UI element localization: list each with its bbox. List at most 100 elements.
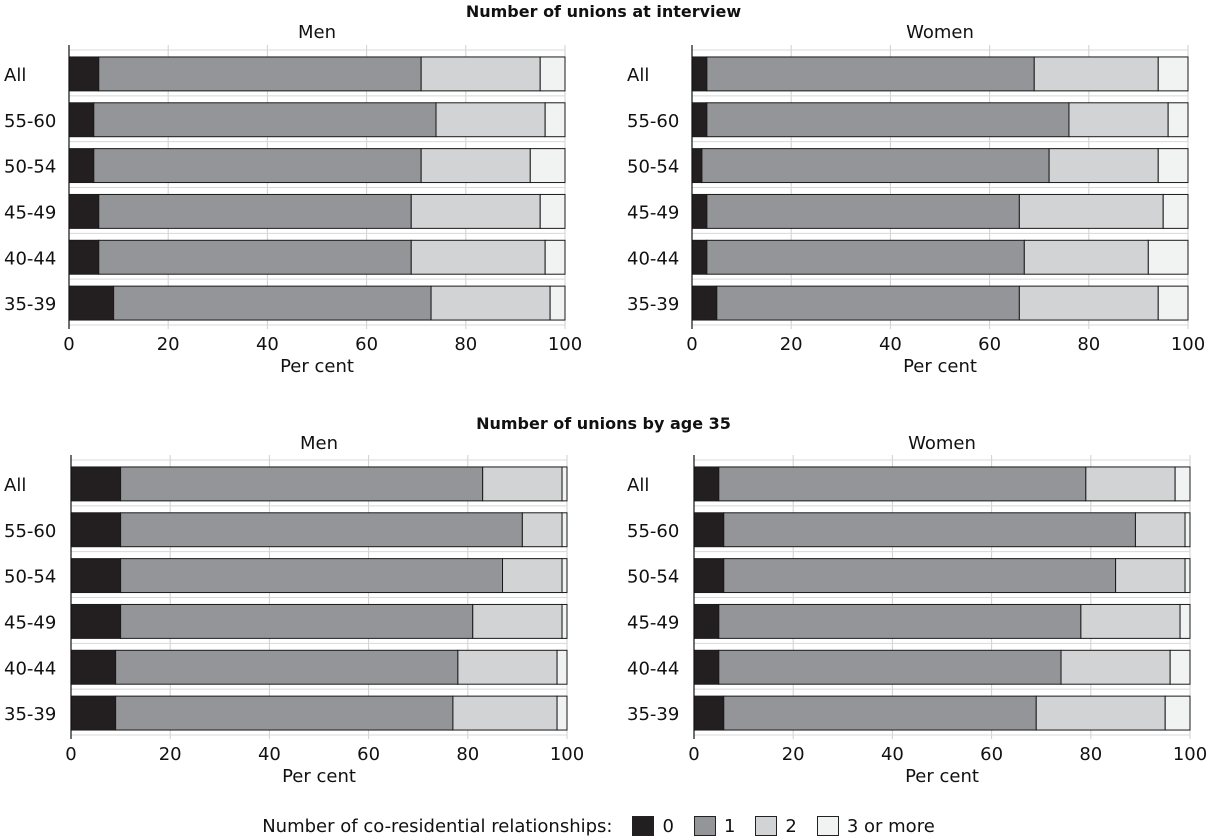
tick-label-interview-men-0: 0 xyxy=(63,334,74,355)
bar-interview-men-40-44-series-2 xyxy=(410,239,546,275)
bar-age35-women-40-44-series-2 xyxy=(1060,649,1171,685)
section-title-age35: Number of unions by age 35 xyxy=(476,414,731,433)
bar-age35-women-35-39-series-1 xyxy=(723,695,1037,731)
category-label-interview-women-55-60: 55-60 xyxy=(627,111,679,132)
bar-interview-women-35-39-series-1 xyxy=(716,285,1020,321)
tick-label-interview-women-100: 100 xyxy=(1171,334,1205,355)
tick-label-interview-women-20: 20 xyxy=(780,334,803,355)
bar-interview-women-50-54-series-3-or-more xyxy=(1157,148,1189,184)
bar-age35-women-40-44-series-0 xyxy=(693,649,720,685)
tick-label-interview-men-60: 60 xyxy=(355,334,378,355)
category-label-interview-women-50-54: 50-54 xyxy=(627,157,679,178)
bar-interview-men-45-49-series-1 xyxy=(98,193,412,229)
legend-label-3: 3 or more xyxy=(846,815,935,837)
bar-interview-women-55-60-series-3-or-more xyxy=(1167,102,1189,138)
category-label-age35-men-45-49: 45-49 xyxy=(4,612,56,633)
tick-label-age35-women-60: 60 xyxy=(980,744,1003,765)
bar-age35-women-50-54-series-1 xyxy=(723,558,1117,594)
bar-interview-men-40-44-series-3-or-more xyxy=(544,239,566,275)
bar-interview-men-35-39-series-0 xyxy=(68,285,115,321)
bar-age35-women-55-60-series-1 xyxy=(723,512,1136,548)
bar-interview-men-35-39-series-3-or-more xyxy=(549,285,566,321)
tick-label-interview-women-80: 80 xyxy=(1077,334,1100,355)
category-label-age35-women-45-49: 45-49 xyxy=(627,612,679,633)
x-axis-label-interview-men: Per cent xyxy=(280,356,354,377)
tick-label-age35-men-60: 60 xyxy=(357,744,380,765)
bar-age35-women-45-49-series-0 xyxy=(693,603,720,639)
x-axis-label-age35-women: Per cent xyxy=(905,766,979,787)
bar-interview-men-50-54-series-0 xyxy=(68,148,95,184)
bar-interview-men-40-44-series-1 xyxy=(98,239,412,275)
bar-age35-men-All-series-0 xyxy=(70,466,122,502)
bar-interview-men-35-39-series-1 xyxy=(113,285,432,321)
x-axis-label-interview-women: Per cent xyxy=(903,356,977,377)
category-label-age35-men-50-54: 50-54 xyxy=(4,567,56,588)
tick-label-interview-men-80: 80 xyxy=(454,334,477,355)
bar-interview-men-55-60-series-3-or-more xyxy=(544,102,566,138)
bar-interview-men-35-39-series-2 xyxy=(430,285,551,321)
category-label-age35-women-55-60: 55-60 xyxy=(627,521,679,542)
category-label-interview-women-40-44: 40-44 xyxy=(627,248,679,269)
section-title-interview: Number of unions at interview xyxy=(465,2,742,21)
bar-age35-women-45-49-series-3-or-more xyxy=(1179,603,1191,639)
category-label-interview-women-35-39: 35-39 xyxy=(627,294,679,315)
tick-label-age35-men-0: 0 xyxy=(65,744,76,765)
legend: Number of co-residential relationships: … xyxy=(0,814,1207,838)
bar-interview-men-50-54-series-1 xyxy=(93,148,422,184)
bar-interview-men-50-54-series-3-or-more xyxy=(529,148,566,184)
bar-age35-men-40-44-series-3-or-more xyxy=(556,649,568,685)
bar-interview-men-45-49-series-2 xyxy=(410,193,541,229)
bar-interview-men-All-series-0 xyxy=(68,56,100,92)
tick-label-age35-women-80: 80 xyxy=(1079,744,1102,765)
category-label-interview-men-All: All xyxy=(4,65,26,86)
bar-interview-men-50-54-series-2 xyxy=(420,148,531,184)
legend-title: Number of co-residential relationships: xyxy=(262,815,613,837)
bar-age35-men-55-60-series-1 xyxy=(120,512,523,548)
category-label-interview-men-45-49: 45-49 xyxy=(4,202,56,223)
panel-title-interview-men: Men xyxy=(297,22,336,43)
category-label-interview-women-45-49: 45-49 xyxy=(627,202,679,223)
bar-interview-women-35-39-series-3-or-more xyxy=(1157,285,1189,321)
tick-label-age35-men-100: 100 xyxy=(550,744,584,765)
bar-age35-women-All-series-2 xyxy=(1085,466,1176,502)
bar-interview-men-45-49-series-3-or-more xyxy=(539,193,566,229)
legend-label-2: 2 xyxy=(785,815,797,837)
legend-swatch-3 xyxy=(816,816,839,836)
bar-age35-women-50-54-series-0 xyxy=(693,558,725,594)
bar-age35-men-45-49-series-0 xyxy=(70,603,122,639)
tick-label-age35-men-20: 20 xyxy=(159,744,182,765)
bar-age35-women-40-44-series-1 xyxy=(718,649,1062,685)
bar-age35-men-45-49-series-2 xyxy=(472,603,563,639)
bar-interview-women-35-39-series-2 xyxy=(1018,285,1159,321)
bar-interview-women-45-49-series-3-or-more xyxy=(1162,193,1189,229)
tick-label-age35-women-0: 0 xyxy=(688,744,699,765)
tick-label-interview-men-20: 20 xyxy=(157,334,180,355)
bar-age35-men-45-49-series-1 xyxy=(120,603,474,639)
bar-age35-men-45-49-series-3-or-more xyxy=(561,603,568,639)
bar-age35-women-40-44-series-3-or-more xyxy=(1169,649,1191,685)
bar-age35-men-50-54-series-3-or-more xyxy=(561,558,568,594)
bar-age35-women-All-series-3-or-more xyxy=(1174,466,1191,502)
bar-interview-men-All-series-2 xyxy=(420,56,541,92)
category-label-age35-women-35-39: 35-39 xyxy=(627,704,679,725)
bar-interview-women-40-44-series-3-or-more xyxy=(1147,239,1189,275)
category-label-age35-men-35-39: 35-39 xyxy=(4,704,56,725)
panel-title-age35-men: Men xyxy=(299,433,338,454)
legend-swatch-2 xyxy=(755,816,778,836)
bar-age35-men-55-60-series-3-or-more xyxy=(561,512,568,548)
category-label-interview-men-40-44: 40-44 xyxy=(4,248,56,269)
bar-age35-women-All-series-0 xyxy=(693,466,720,502)
bar-age35-women-55-60-series-3-or-more xyxy=(1184,512,1191,548)
category-label-interview-men-55-60: 55-60 xyxy=(4,111,56,132)
bar-interview-women-All-series-3-or-more xyxy=(1157,56,1189,92)
bar-interview-women-All-series-1 xyxy=(706,56,1035,92)
legend-label-0: 0 xyxy=(662,815,674,837)
bar-age35-men-35-39-series-3-or-more xyxy=(556,695,568,731)
bar-interview-women-45-49-series-1 xyxy=(706,193,1020,229)
bar-age35-women-45-49-series-1 xyxy=(718,603,1082,639)
panel-title-interview-women: Women xyxy=(906,22,974,43)
bar-interview-men-All-series-3-or-more xyxy=(539,56,566,92)
